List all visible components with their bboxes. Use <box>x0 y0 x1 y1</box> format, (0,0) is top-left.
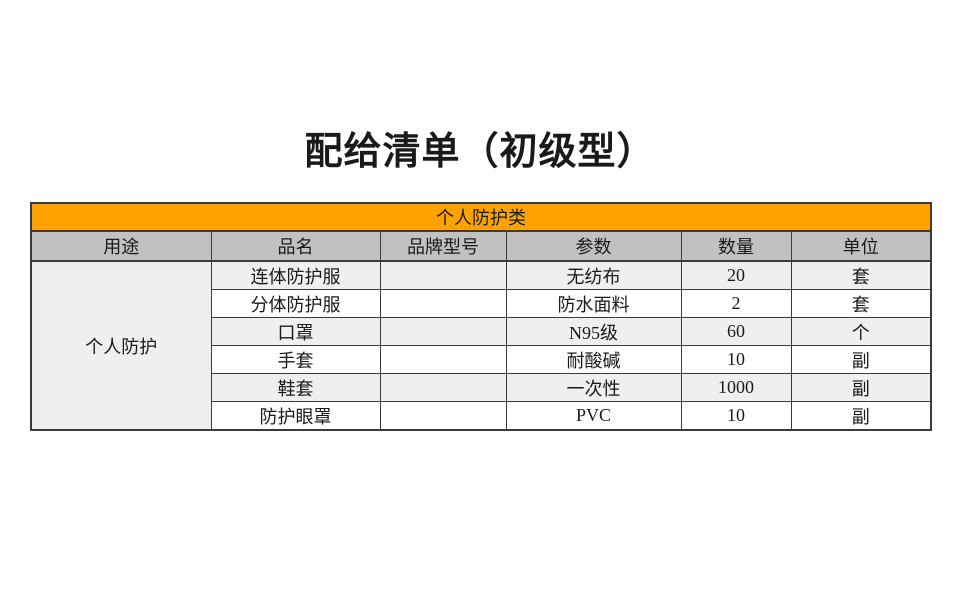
cell-quantity: 1000 <box>680 373 792 402</box>
cell-brand <box>379 260 507 290</box>
cell-unit: 副 <box>790 401 932 431</box>
table-row: 口罩 N95级 60 个 <box>31 317 932 346</box>
page-title: 配给清单（初级型） <box>304 131 656 173</box>
group-cell-personal-protection: 个人防护 <box>30 260 212 431</box>
column-header-name: 品名 <box>210 230 381 262</box>
cell-quantity: 10 <box>680 401 792 431</box>
table-row: 鞋套 一次性 1000 副 <box>31 373 932 402</box>
cell-param: 无纺布 <box>505 260 682 290</box>
cell-unit: 副 <box>790 345 932 374</box>
column-header-row: 用途 品名 品牌型号 参数 数量 单位 <box>30 230 932 262</box>
cell-unit: 副 <box>790 373 932 402</box>
cell-brand <box>379 401 507 431</box>
cell-param: N95级 <box>505 317 682 346</box>
category-header-cell: 个人防护类 <box>30 202 932 232</box>
cell-brand <box>379 373 507 402</box>
table-row: 分体防护服 防水面料 2 套 <box>31 289 932 318</box>
column-header-brand: 品牌型号 <box>379 230 507 262</box>
cell-name: 防护眼罩 <box>210 401 381 431</box>
column-header-param: 参数 <box>505 230 682 262</box>
cell-name: 手套 <box>210 345 381 374</box>
cell-param: 耐酸碱 <box>505 345 682 374</box>
cell-quantity: 60 <box>680 317 792 346</box>
table-row: 防护眼罩 PVC 10 副 <box>31 401 932 431</box>
category-header-row: 个人防护类 <box>30 202 932 232</box>
cell-quantity: 10 <box>680 345 792 374</box>
cell-unit: 个 <box>790 317 932 346</box>
cell-name: 口罩 <box>210 317 381 346</box>
table-row: 手套 耐酸碱 10 副 <box>31 345 932 374</box>
cell-param: PVC <box>505 401 682 431</box>
cell-name: 分体防护服 <box>210 289 381 318</box>
cell-unit: 套 <box>790 289 932 318</box>
cell-brand <box>379 317 507 346</box>
cell-brand <box>379 289 507 318</box>
column-header-quantity: 数量 <box>680 230 792 262</box>
table-row: 个人防护 连体防护服 无纺布 20 套 <box>30 260 932 431</box>
cell-name: 鞋套 <box>210 373 381 402</box>
cell-quantity: 2 <box>680 289 792 318</box>
cell-param: 防水面料 <box>505 289 682 318</box>
cell-brand <box>379 345 507 374</box>
column-header-unit: 单位 <box>790 230 932 262</box>
supply-table: 个人防护类 用途 品名 品牌型号 参数 数量 单位 个人防护 连体防护服 无纺布… <box>30 202 933 431</box>
cell-name: 连体防护服 <box>210 260 381 290</box>
cell-quantity: 20 <box>680 260 792 290</box>
cell-param: 一次性 <box>505 373 682 402</box>
column-header-use: 用途 <box>30 230 212 262</box>
cell-unit: 套 <box>790 260 932 290</box>
